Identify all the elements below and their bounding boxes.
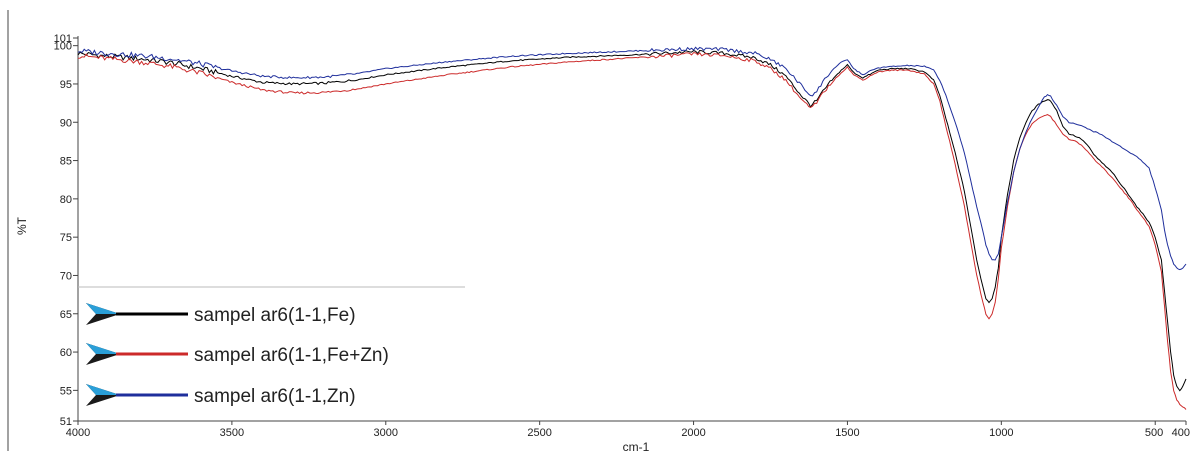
series-line (77, 49, 1187, 392)
x-tick-label: 400 (1172, 427, 1190, 439)
y-tick-label: 100 (54, 41, 72, 53)
y-tick-label: 65 (60, 309, 72, 321)
legend-label: sampel ar6(1-1,Zn) (194, 386, 356, 407)
legend-arrow-highlight (86, 343, 120, 354)
x-tick-label: 3500 (220, 427, 244, 439)
y-axis-title: %T (15, 216, 29, 235)
y-tick-label: 80 (60, 194, 72, 206)
y-tick-label: 70 (60, 270, 72, 282)
series-line (77, 52, 1187, 410)
legend-arrow-highlight (86, 303, 120, 314)
x-tick-label: 500 (1145, 427, 1163, 439)
x-tick-label: 2000 (681, 427, 705, 439)
x-tick-label: 1500 (835, 427, 859, 439)
legend-arrow-highlight (86, 384, 120, 395)
y-tick-label: 85 (60, 156, 72, 168)
x-axis-title: cm-1 (623, 440, 650, 451)
x-tick-label: 4000 (66, 427, 90, 439)
legend-label: sampel ar6(1-1,Fe+Zn) (194, 345, 389, 366)
series-line (77, 46, 1187, 271)
y-tick-label: 60 (60, 347, 72, 359)
x-axis: 4000 3500 3000 2500 2000 1500 1000 500 400 (66, 420, 1190, 439)
x-tick-label: 3000 (374, 427, 398, 439)
y-tick-label: 101 (54, 33, 72, 45)
y-tick-label: 51 (60, 416, 72, 428)
x-tick-label: 1000 (989, 427, 1013, 439)
x-tick-label: 2500 (527, 427, 551, 439)
y-tick-label: 95 (60, 79, 72, 91)
y-tick-label: 90 (60, 117, 72, 129)
legend: sampel ar6(1-1,Fe) sampel ar6(1-1,Fe+Zn) s… (78, 286, 465, 407)
series-group (77, 46, 1187, 410)
y-tick-label: 75 (60, 232, 72, 244)
legend-label: sampel ar6(1-1,Fe) (194, 305, 356, 326)
y-tick-label: 55 (60, 385, 72, 397)
